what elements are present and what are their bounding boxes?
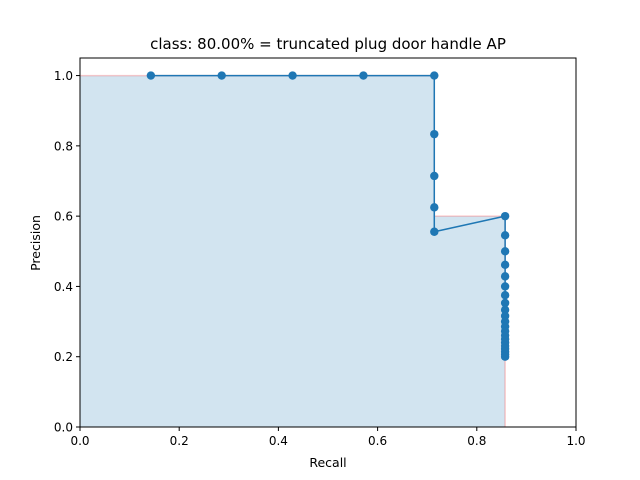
axes-frame bbox=[79, 57, 577, 428]
x-tick-label: 0.6 bbox=[368, 434, 387, 448]
x-tick-label: 0.0 bbox=[70, 434, 89, 448]
pr-curve-point bbox=[500, 291, 510, 300]
pr-curve-point bbox=[500, 298, 510, 308]
pr-curve-point bbox=[500, 211, 510, 221]
y-tick-label: 0.0 bbox=[54, 421, 73, 435]
pr-curve-point bbox=[500, 260, 510, 270]
pr-curve-point bbox=[500, 247, 510, 256]
y-tick-label: 1.0 bbox=[54, 69, 73, 83]
pr-curve-point bbox=[430, 227, 439, 236]
pr-curve-point bbox=[430, 171, 439, 181]
y-axis-label: Precision bbox=[28, 215, 43, 271]
pr-curve-point bbox=[430, 129, 439, 139]
pr-curve-point bbox=[500, 282, 510, 291]
pr-curve-point bbox=[359, 71, 368, 80]
pr-curve-point bbox=[500, 305, 510, 315]
pr-curve-point bbox=[430, 203, 439, 212]
y-tick-label: 0.8 bbox=[54, 139, 73, 153]
chart-title: class: 80.00% = truncated plug door hand… bbox=[150, 35, 506, 53]
y-tick-label: 0.6 bbox=[54, 210, 73, 224]
x-tick-label: 0.2 bbox=[170, 434, 189, 448]
x-tick-label: 0.8 bbox=[467, 434, 486, 448]
y-tick-label: 0.4 bbox=[54, 280, 73, 294]
pr-curve-point bbox=[500, 352, 510, 361]
x-axis-label: Recall bbox=[309, 455, 346, 470]
pr-curve-point bbox=[288, 71, 297, 80]
pr-curve-point bbox=[146, 71, 156, 80]
pr-curve-point bbox=[217, 71, 226, 80]
pr-curve-point bbox=[500, 272, 510, 281]
plot-area: 0.0 0.2 0.4 0.6 0.8 1.0 0.0 0.2 0.4 0.6 0.8 1.0 bbox=[54, 57, 586, 448]
x-tick-label: 0.4 bbox=[269, 434, 288, 448]
envelope-fill bbox=[80, 75, 506, 428]
y-tick-label: 0.2 bbox=[54, 350, 73, 364]
pr-curve-point bbox=[500, 231, 510, 240]
pr-curve-point bbox=[430, 71, 439, 80]
x-tick-label: 1.0 bbox=[566, 434, 585, 448]
